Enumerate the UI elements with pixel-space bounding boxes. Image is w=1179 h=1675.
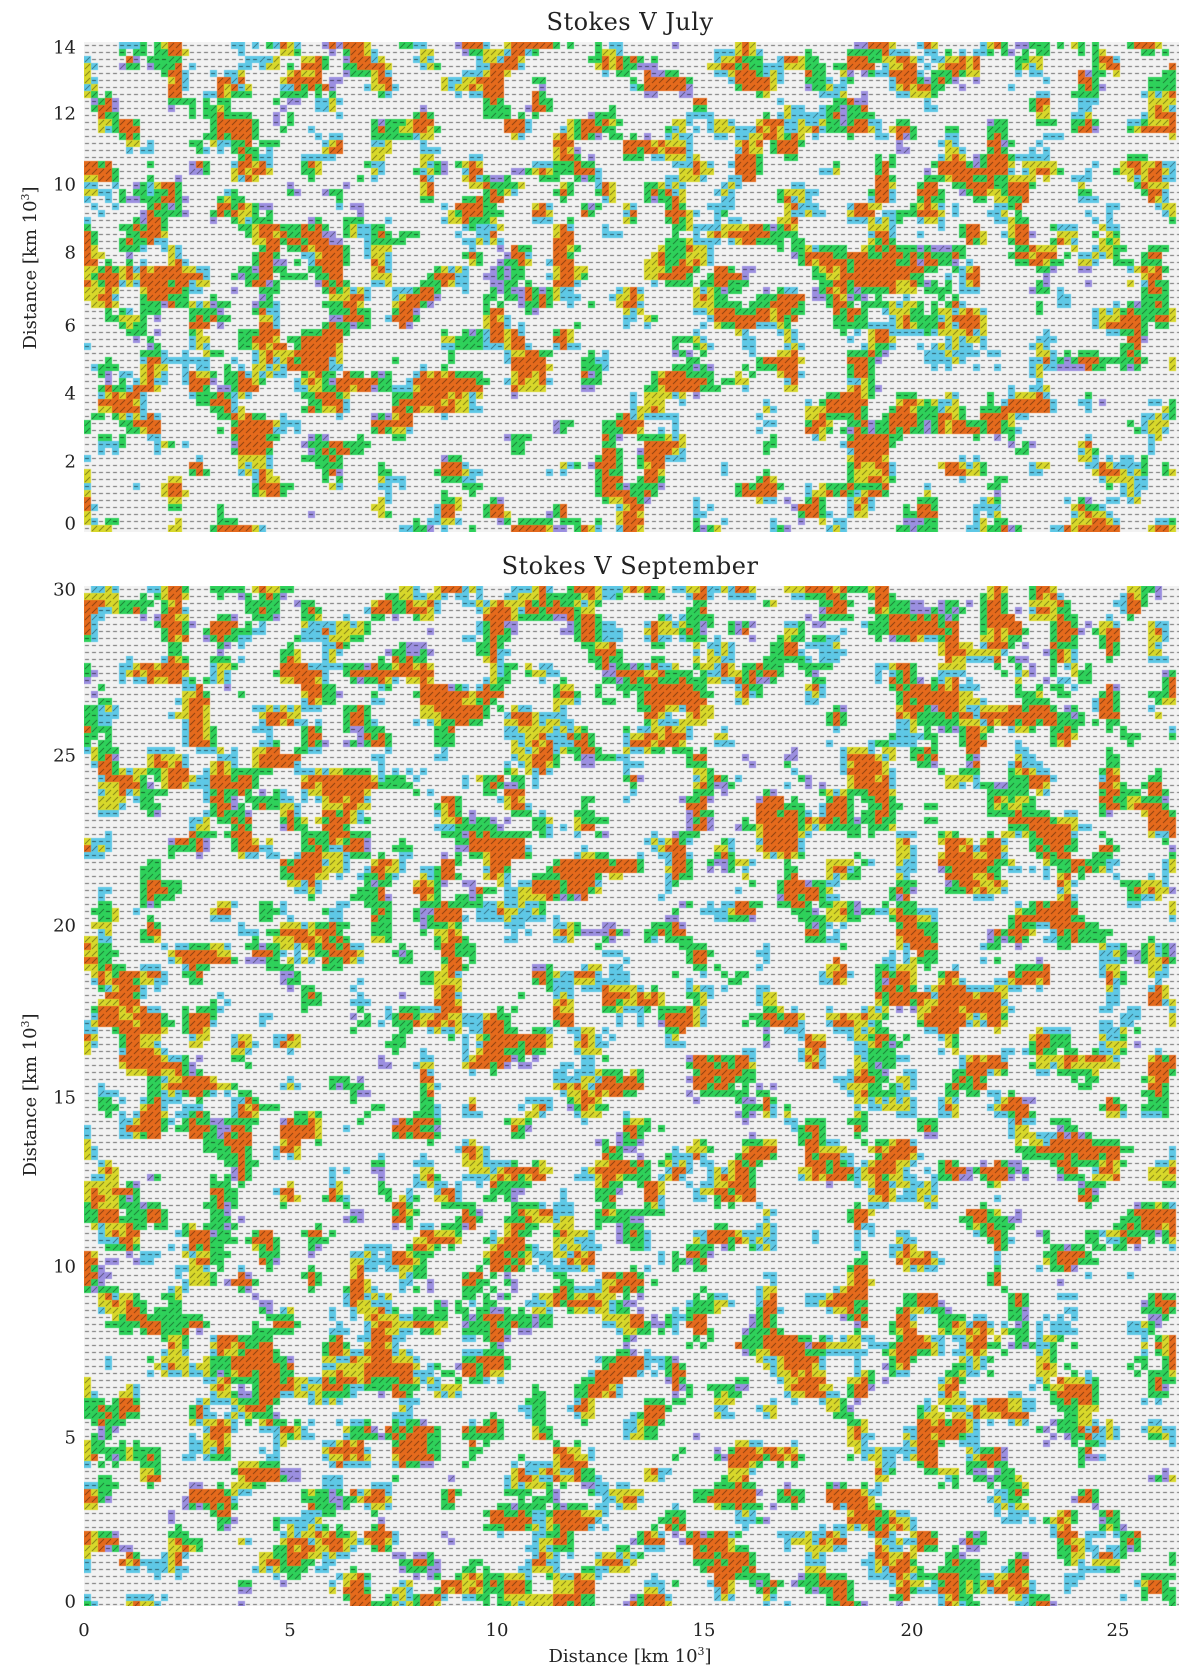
chart-title: Stokes V September bbox=[501, 552, 759, 580]
y-tick-label: 6 bbox=[64, 315, 76, 337]
y-tick-label: 20 bbox=[53, 915, 76, 937]
y-tick-label: 8 bbox=[64, 242, 76, 264]
x-tick-label: 15 bbox=[692, 1620, 716, 1641]
y-tick-label: 2 bbox=[64, 451, 76, 473]
heatmap-canvas bbox=[84, 42, 1179, 532]
heatmap-plot-area bbox=[84, 586, 1179, 1606]
x-tick-label: 10 bbox=[485, 1620, 509, 1641]
y-tick-label: 15 bbox=[53, 1087, 76, 1109]
y-tick-label: 10 bbox=[53, 1256, 76, 1278]
chart-title: Stokes V July bbox=[546, 8, 714, 36]
y-tick-label: 14 bbox=[53, 37, 76, 59]
y-tick-label: 0 bbox=[64, 513, 76, 535]
x-axis-label: Distance [km 103] bbox=[548, 1645, 712, 1667]
y-tick-label: 10 bbox=[53, 174, 76, 196]
y-tick-label: 0 bbox=[64, 1591, 76, 1613]
y-tick-label: 12 bbox=[53, 103, 76, 125]
x-tick-label: 20 bbox=[900, 1620, 924, 1641]
y-tick-label: 30 bbox=[53, 579, 76, 601]
x-tick-label: 5 bbox=[284, 1620, 296, 1641]
heatmap-plot-area bbox=[84, 42, 1179, 532]
y-tick-label: 25 bbox=[53, 745, 76, 767]
y-tick-label: 4 bbox=[64, 383, 76, 405]
y-tick-label: 5 bbox=[64, 1427, 76, 1449]
x-tick-label: 25 bbox=[1106, 1620, 1130, 1641]
x-tick-label: 0 bbox=[78, 1620, 90, 1641]
heatmap-canvas bbox=[84, 586, 1179, 1606]
